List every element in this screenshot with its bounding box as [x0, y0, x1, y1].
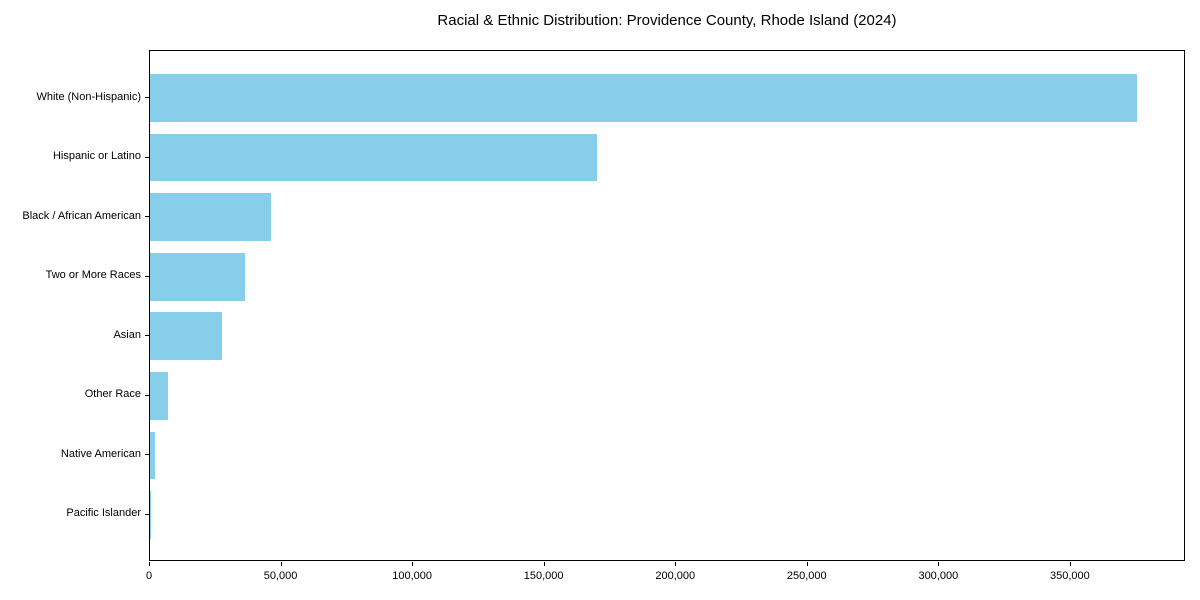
- bar: [150, 74, 1137, 122]
- x-tick-mark: [938, 562, 940, 566]
- y-tick-label: Black / African American: [22, 209, 141, 222]
- x-tick-label: 300,000: [918, 570, 959, 582]
- y-tick-mark: [145, 97, 149, 99]
- x-tick-mark: [806, 562, 808, 566]
- x-tick-label: 250,000: [786, 570, 827, 582]
- y-tick-label: Other Race: [84, 388, 141, 401]
- bar: [150, 252, 245, 301]
- plot-area: [149, 50, 1185, 561]
- y-tick-mark: [145, 513, 149, 515]
- y-tick-label: Native American: [60, 447, 141, 460]
- x-tick-label: 0: [145, 570, 153, 582]
- x-tick-mark: [543, 562, 545, 566]
- x-tick-label: 200,000: [655, 570, 696, 582]
- bar: [150, 491, 152, 539]
- bar: [150, 312, 223, 361]
- x-tick-mark: [149, 562, 150, 566]
- x-tick-mark: [412, 562, 414, 566]
- x-tick-mark: [675, 562, 677, 566]
- y-tick-label: Asian: [113, 328, 141, 341]
- y-tick-label: Hispanic or Latino: [52, 150, 141, 163]
- y-tick-mark: [145, 156, 149, 158]
- x-tick-label: 150,000: [523, 570, 564, 582]
- y-tick-mark: [145, 216, 149, 218]
- bar: [150, 133, 598, 182]
- x-tick-mark: [1069, 562, 1071, 566]
- y-tick-label: White (Non-Hispanic): [36, 90, 141, 103]
- chart-title: Racial & Ethnic Distribution: Providence…: [437, 12, 897, 29]
- bar: [150, 193, 272, 241]
- y-tick-mark: [145, 335, 149, 337]
- y-tick-mark: [145, 275, 149, 277]
- x-tick-label: 100,000: [392, 570, 432, 582]
- y-tick-label: Two or More Races: [45, 269, 141, 282]
- bar: [150, 431, 155, 480]
- x-tick-label: 350,000: [1049, 570, 1090, 582]
- x-tick-mark: [280, 562, 282, 566]
- x-tick-label: 50,000: [263, 570, 298, 582]
- bar: [150, 372, 169, 420]
- y-tick-label: Pacific Islander: [66, 507, 141, 520]
- y-tick-mark: [145, 454, 149, 456]
- y-tick-mark: [145, 394, 149, 396]
